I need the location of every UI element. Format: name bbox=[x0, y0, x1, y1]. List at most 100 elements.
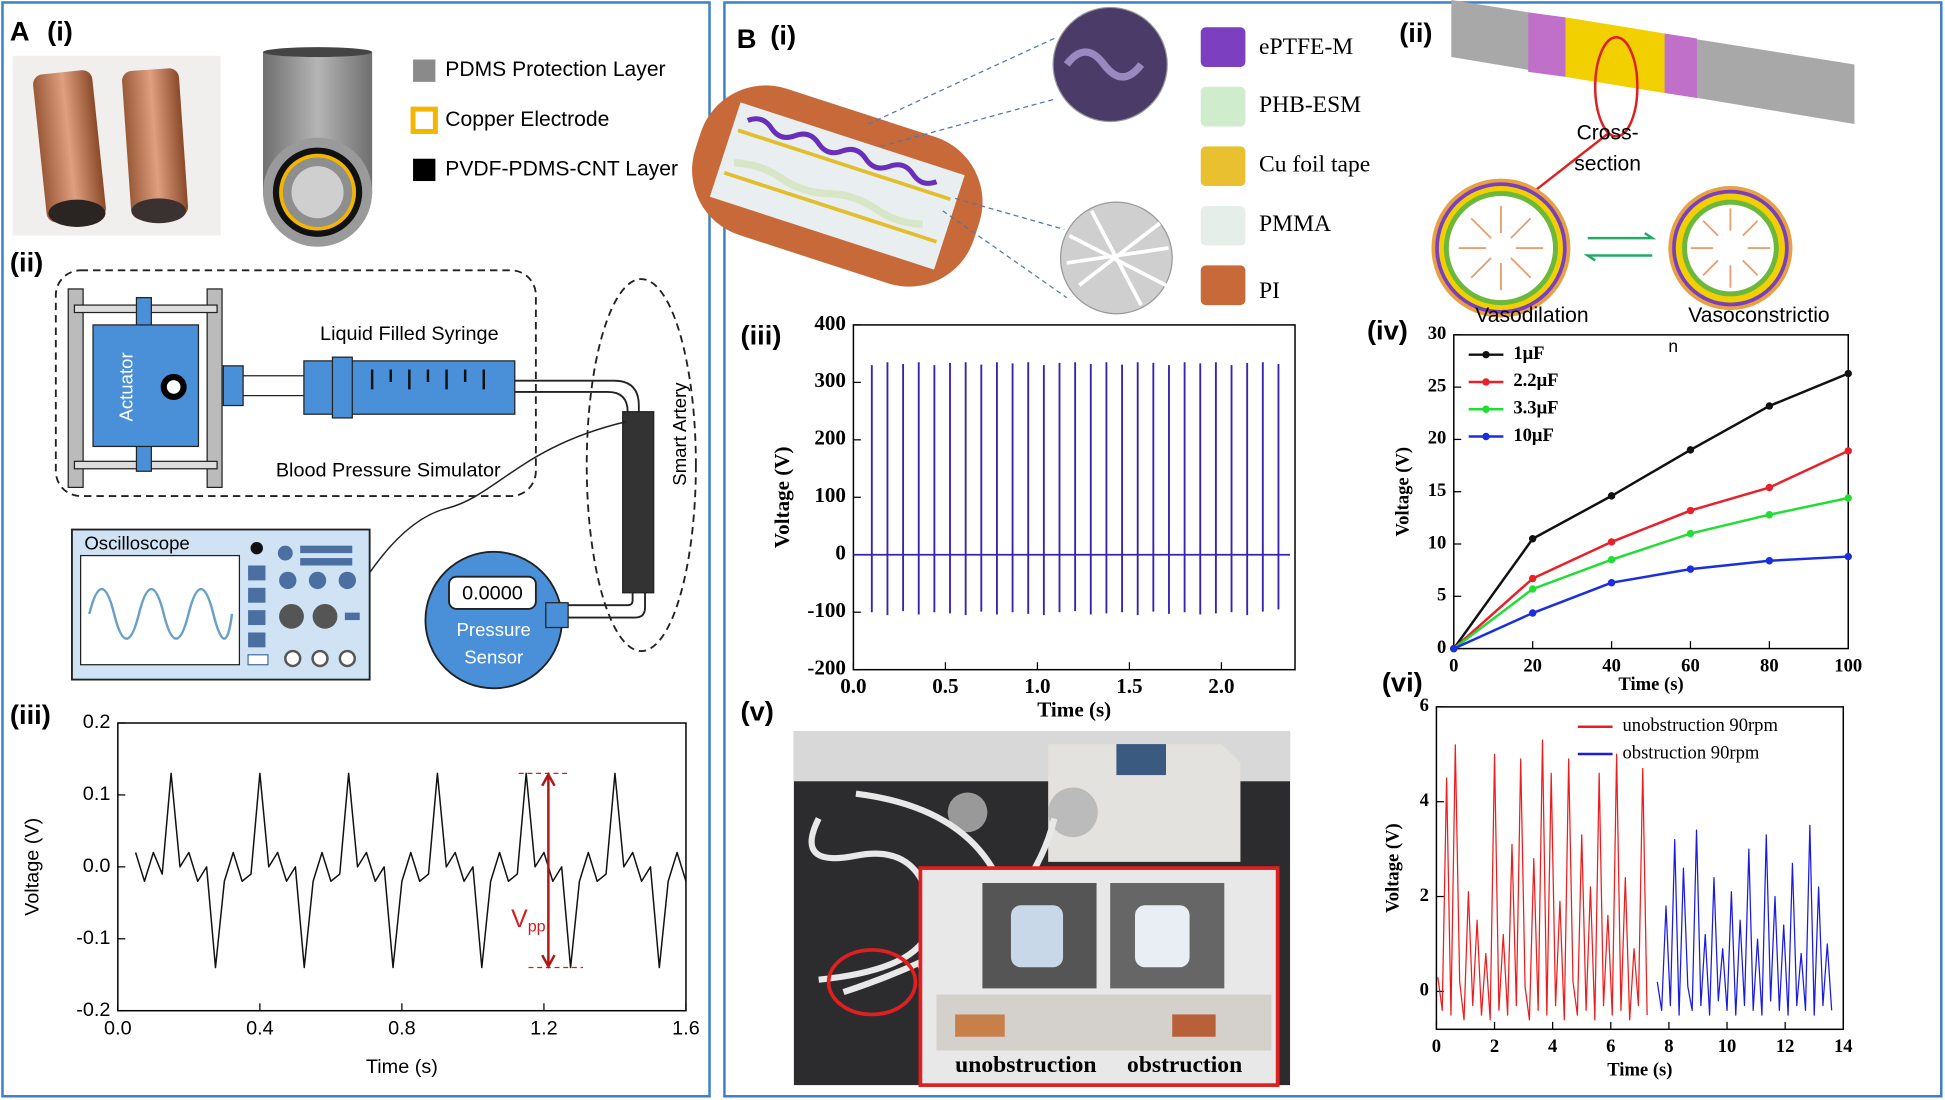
y-axis-label: Voltage (V) bbox=[1392, 447, 1413, 537]
button bbox=[248, 610, 266, 626]
x-tick-label: 8 bbox=[1664, 1036, 1673, 1057]
legend-label: PI bbox=[1259, 278, 1280, 304]
constriction-arrows bbox=[1690, 208, 1771, 288]
device bbox=[1172, 1014, 1216, 1037]
setup-photo bbox=[793, 731, 1291, 1087]
device-capsule bbox=[692, 85, 983, 287]
dilation-arrows bbox=[1458, 205, 1544, 291]
y-axis-label: Voltage (V) bbox=[22, 818, 44, 916]
x-tick-label: 1.2 bbox=[530, 1018, 558, 1040]
x-tick-label: 0.5 bbox=[932, 674, 958, 698]
legend-label: PMMA bbox=[1259, 211, 1331, 237]
connector bbox=[1010, 905, 1064, 968]
y-tick-label: 0 bbox=[1437, 637, 1446, 658]
x-tick-label: 6 bbox=[1606, 1036, 1615, 1057]
diagram-label: Cross- bbox=[1577, 121, 1639, 144]
point bbox=[1765, 511, 1774, 519]
y-tick-label: 200 bbox=[814, 426, 846, 450]
y-tick-label: 0 bbox=[835, 541, 846, 565]
phb-layer bbox=[733, 159, 923, 228]
collar bbox=[1664, 33, 1697, 98]
legend-swatch bbox=[410, 106, 438, 134]
legend-swatch bbox=[413, 59, 436, 82]
legend-swatch bbox=[1200, 27, 1246, 67]
screen-wave bbox=[88, 588, 234, 640]
subpanel-label: (i) bbox=[770, 19, 796, 50]
button bbox=[277, 545, 293, 561]
x-tick-label: 12 bbox=[1776, 1036, 1795, 1057]
point bbox=[1607, 578, 1616, 587]
pump bbox=[1048, 744, 1241, 862]
chart: 0 2 4 6 0 2 4 6 8 10 12 14 Voltage (V) Time (s) unobst… bbox=[1383, 695, 1853, 1081]
y-tick-label: 5 bbox=[1437, 585, 1446, 606]
legend-label: 2.2μF bbox=[1513, 370, 1558, 391]
legend-label: 10μF bbox=[1513, 425, 1554, 446]
component-label: Smart Artery bbox=[669, 382, 690, 486]
legend-label: 1μF bbox=[1513, 343, 1544, 364]
point bbox=[1528, 535, 1537, 543]
y-tick-label: 0.2 bbox=[83, 711, 111, 733]
y-tick-label: 20 bbox=[1428, 428, 1447, 449]
point bbox=[1844, 552, 1852, 561]
setup-diagram bbox=[54, 269, 697, 690]
section-marker bbox=[1593, 35, 1639, 138]
y-tick-label: 15 bbox=[1428, 480, 1447, 501]
y-tick-label: 0.0 bbox=[83, 855, 111, 877]
diagram-label: Vasoconstrictio bbox=[1688, 304, 1829, 327]
tube-photo bbox=[12, 55, 221, 236]
vpp-main: V bbox=[511, 906, 528, 933]
knob bbox=[312, 603, 338, 629]
chart: -200 -100 0 100 200 300 400 0.0 0.5 1.0 1.5 2.0 Volt… bbox=[770, 311, 1296, 722]
point bbox=[1528, 574, 1537, 583]
legend-label: PDMS Protection Layer bbox=[445, 58, 665, 81]
series-line bbox=[1453, 496, 1849, 650]
series-line bbox=[1656, 824, 1833, 1016]
tube-model bbox=[262, 47, 373, 247]
y-tick-label: 300 bbox=[814, 368, 846, 392]
y-axis-label: Voltage (V) bbox=[1383, 823, 1404, 913]
point bbox=[1844, 369, 1852, 378]
coupler bbox=[222, 365, 244, 407]
x-tick-label: 1.5 bbox=[1116, 674, 1142, 698]
artery-outline bbox=[585, 278, 697, 653]
button bbox=[248, 632, 266, 648]
chart: -0.2 -0.1 0.0 0.1 0.2 0.0 0.4 0.8 1.2 1.6 Voltage … bbox=[22, 711, 700, 1078]
y-tick-label: 0.1 bbox=[83, 783, 111, 805]
x-tick-label: 14 bbox=[1834, 1036, 1853, 1057]
point bbox=[1844, 447, 1852, 455]
button bbox=[250, 541, 263, 555]
legend-marker bbox=[1482, 378, 1490, 386]
rail bbox=[206, 288, 223, 488]
y-tick-label: -0.2 bbox=[76, 999, 110, 1021]
eptfe-layer bbox=[746, 116, 938, 186]
copper-tube bbox=[33, 70, 106, 223]
x-tick-label: 0 bbox=[1432, 1036, 1441, 1057]
diagram-label: Vasodilation bbox=[1475, 304, 1588, 327]
y-tick-label: 10 bbox=[1428, 532, 1447, 553]
sem-texture bbox=[1066, 209, 1169, 306]
legend-label: PHB-ESM bbox=[1259, 92, 1361, 118]
component-label: Pressure bbox=[456, 619, 530, 640]
component-label: Blood Pressure Simulator bbox=[276, 459, 501, 481]
series-line bbox=[1453, 555, 1849, 650]
series-line bbox=[1452, 372, 1849, 650]
device-model bbox=[692, 6, 1173, 315]
y-tick-label: 25 bbox=[1428, 375, 1447, 396]
y-tick-label: -100 bbox=[807, 598, 846, 622]
diagram-label: n bbox=[1668, 336, 1678, 356]
series-line bbox=[134, 772, 687, 969]
legend-label: unobstruction 90rpm bbox=[1622, 715, 1778, 736]
smart-artery bbox=[622, 411, 655, 594]
subpanel-label: (iii) bbox=[741, 320, 782, 351]
point bbox=[1686, 506, 1695, 515]
panel-label: B bbox=[737, 23, 757, 54]
component-label: Oscilloscope bbox=[84, 532, 189, 553]
y-tick-label: 400 bbox=[814, 311, 846, 335]
x-tick-label: 60 bbox=[1681, 655, 1700, 676]
point bbox=[1765, 483, 1774, 492]
subpanel-label: (vi) bbox=[1382, 667, 1423, 698]
port bbox=[284, 649, 302, 668]
pump-head bbox=[1048, 787, 1098, 838]
tube-end bbox=[131, 198, 187, 224]
point bbox=[1607, 538, 1616, 546]
